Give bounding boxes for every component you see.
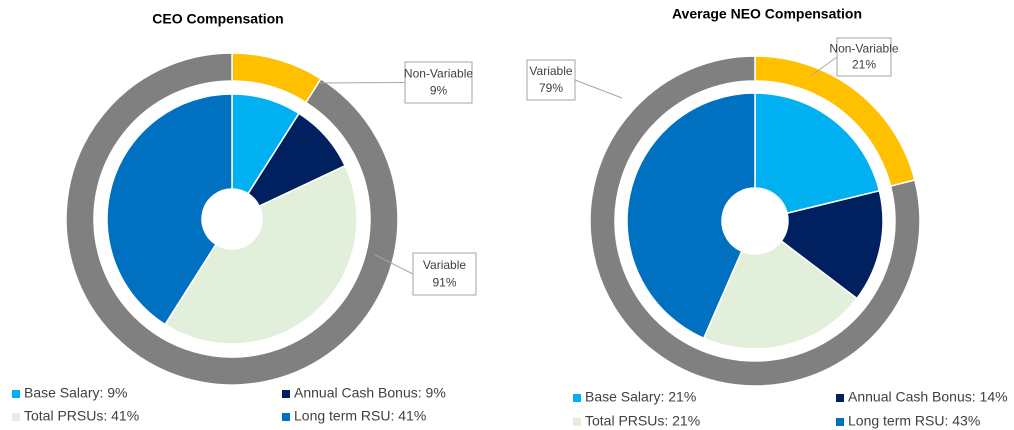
legend-label: Annual Cash Bonus: 14%	[848, 389, 1008, 405]
legend-label: Base Salary: 21%	[585, 389, 696, 405]
callout-value: 91%	[432, 275, 456, 289]
legend-label: Long term RSU: 41%	[294, 408, 426, 424]
leader-line	[374, 254, 414, 275]
chart-title: CEO Compensation	[152, 11, 283, 27]
legend-label: Total PRSUs: 21%	[585, 413, 700, 429]
legend-swatch	[282, 413, 290, 421]
legend-swatch	[836, 394, 844, 402]
callout-value: 21%	[852, 58, 876, 72]
slice	[163, 164, 358, 345]
legend-swatch	[12, 390, 20, 398]
callout-value: 9%	[430, 84, 448, 98]
callout-value: 79%	[539, 81, 563, 95]
legend-label: Base Salary: 9%	[24, 385, 128, 401]
callout-label: Non-Variable	[829, 42, 898, 56]
legend-swatch	[573, 394, 581, 402]
slice	[702, 239, 858, 350]
callout-box	[412, 252, 477, 296]
callout-box	[526, 59, 576, 101]
leader-line	[811, 56, 838, 76]
legend-swatch	[282, 390, 290, 398]
legend-label: Total PRSUs: 41%	[24, 408, 139, 424]
legend-swatch	[573, 418, 581, 426]
leader-line	[574, 79, 623, 99]
callout-label: Non-Variable	[404, 66, 473, 80]
callout-box	[404, 61, 473, 104]
slice	[589, 55, 921, 387]
slice	[106, 93, 233, 326]
legend-label: Long term RSU: 43%	[848, 413, 980, 429]
legend-swatch	[836, 418, 844, 426]
leader-line	[319, 82, 406, 84]
slice	[754, 92, 881, 215]
callout-label: Variable	[423, 258, 466, 272]
chart-title: Average NEO Compensation	[672, 6, 862, 22]
slice	[626, 92, 756, 340]
slice	[780, 189, 884, 300]
legend-label: Annual Cash Bonus: 9%	[294, 385, 446, 401]
callout-box	[836, 37, 892, 77]
callout-label: Variable	[529, 64, 572, 78]
legend-swatch	[12, 413, 20, 421]
slice	[65, 52, 399, 386]
